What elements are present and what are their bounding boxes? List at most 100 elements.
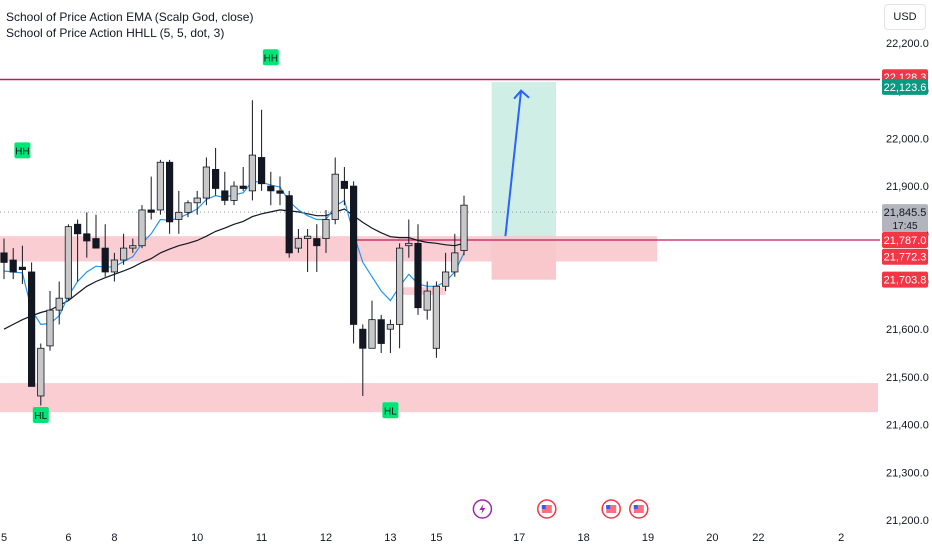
candle[interactable]	[405, 242, 413, 247]
candle[interactable]	[18, 266, 27, 270]
pivot-badge[interactable]	[262, 49, 279, 66]
x-tick-label: 12	[320, 532, 332, 544]
pivot-label: HH	[15, 146, 29, 157]
candle[interactable]	[193, 197, 201, 204]
y-tick-label: 21,900.0	[886, 181, 929, 193]
candle[interactable]	[101, 247, 109, 273]
candle[interactable]	[322, 219, 330, 239]
price-tag[interactable]	[882, 78, 928, 95]
flash-glyph	[479, 504, 486, 514]
price-tag[interactable]	[882, 204, 928, 233]
y-tick-label: 22,200.0	[886, 38, 929, 50]
legend-hhll[interactable]: School of Price Action HHLL (5, 5, dot, …	[6, 26, 225, 40]
indicator-legend: School of Price Action EMA (Scalp God, c…	[6, 9, 253, 41]
candle[interactable]	[414, 242, 422, 309]
candle[interactable]	[441, 271, 450, 287]
candle[interactable]	[55, 297, 63, 311]
x-tick-label: 13	[384, 532, 396, 544]
price-tag[interactable]	[882, 248, 928, 265]
price-tag-label: 22,123.6	[884, 82, 927, 94]
candle[interactable]	[230, 185, 238, 201]
candle[interactable]	[386, 324, 395, 330]
flag-glyph	[541, 505, 552, 513]
candle[interactable]	[276, 190, 284, 194]
candle[interactable]	[303, 235, 312, 239]
y-tick-label: 21,500.0	[886, 372, 929, 384]
arrow-head	[513, 89, 530, 100]
candle[interactable]	[257, 157, 266, 185]
candle[interactable]	[423, 290, 431, 311]
candle[interactable]	[395, 247, 404, 325]
x-tick-label: 8	[111, 532, 117, 544]
y-tick-label: 21,200.0	[886, 515, 929, 527]
x-tick-label: 19	[642, 532, 654, 544]
candle[interactable]	[211, 169, 220, 189]
candle[interactable]	[9, 259, 17, 273]
candle[interactable]	[331, 173, 339, 220]
y-tick-label: 21,300.0	[886, 467, 929, 479]
candle[interactable]	[27, 271, 36, 387]
currency-button[interactable]: USD	[884, 4, 926, 30]
candle[interactable]	[165, 161, 174, 223]
target-zone[interactable]	[491, 82, 556, 237]
candle[interactable]	[138, 209, 146, 247]
candle[interactable]	[74, 223, 82, 235]
x-tick-label: 18	[577, 532, 589, 544]
price-tag-label: 21,787.0	[884, 235, 927, 247]
countdown-label: 17:45	[892, 221, 917, 232]
flag-canton	[606, 505, 611, 509]
flag-canton	[541, 505, 546, 509]
candle[interactable]	[175, 211, 183, 220]
trend-arrow[interactable]	[504, 90, 523, 237]
candle[interactable]	[110, 259, 118, 273]
candle[interactable]	[313, 238, 321, 247]
candle[interactable]	[46, 309, 54, 347]
candle[interactable]	[83, 233, 91, 242]
candle[interactable]	[432, 285, 441, 349]
candle[interactable]	[239, 185, 247, 189]
candle[interactable]	[359, 328, 367, 349]
y-tick-label: 21,600.0	[886, 324, 929, 336]
candle[interactable]	[92, 238, 100, 249]
candle[interactable]	[120, 247, 128, 261]
price-tag-label: 21,772.3	[884, 252, 927, 264]
x-tick-label: 2	[838, 532, 844, 544]
candle[interactable]	[147, 209, 155, 213]
candle[interactable]	[202, 166, 210, 199]
y-tick-label: 22,000.0	[886, 133, 929, 145]
candle[interactable]	[267, 185, 275, 192]
candle[interactable]	[349, 185, 358, 325]
candle[interactable]	[129, 245, 137, 249]
price-tag[interactable]	[882, 271, 928, 288]
x-tick-label: 5	[1, 532, 7, 544]
candle[interactable]	[368, 319, 376, 349]
candle[interactable]	[0, 252, 8, 263]
candle[interactable]	[460, 204, 468, 251]
price-tag-label: 21,845.5	[884, 207, 927, 219]
price-tag[interactable]	[882, 232, 928, 249]
candle[interactable]	[37, 347, 45, 397]
candle[interactable]	[285, 195, 293, 254]
x-tick-label: 10	[191, 532, 203, 544]
y-tick-label: 21,400.0	[886, 420, 929, 432]
candle[interactable]	[451, 252, 459, 273]
pivot-label: HL	[384, 406, 397, 417]
legend-ema[interactable]: School of Price Action EMA (Scalp God, c…	[6, 10, 254, 24]
candle[interactable]	[156, 161, 164, 211]
x-tick-label: 6	[65, 532, 71, 544]
x-tick-label: 20	[706, 532, 718, 544]
candle[interactable]	[248, 154, 256, 192]
candle[interactable]	[64, 226, 72, 299]
candle[interactable]	[340, 180, 349, 189]
candle[interactable]	[184, 202, 192, 213]
pivot-badge[interactable]	[32, 407, 49, 424]
pivot-badge[interactable]	[14, 142, 31, 159]
x-tick-label: 11	[256, 532, 267, 544]
candle[interactable]	[294, 238, 303, 249]
flag-canton	[633, 505, 638, 509]
stop-zone[interactable]	[491, 236, 556, 280]
pivot-badge[interactable]	[382, 402, 399, 419]
candle[interactable]	[377, 319, 385, 344]
candle[interactable]	[221, 190, 229, 201]
